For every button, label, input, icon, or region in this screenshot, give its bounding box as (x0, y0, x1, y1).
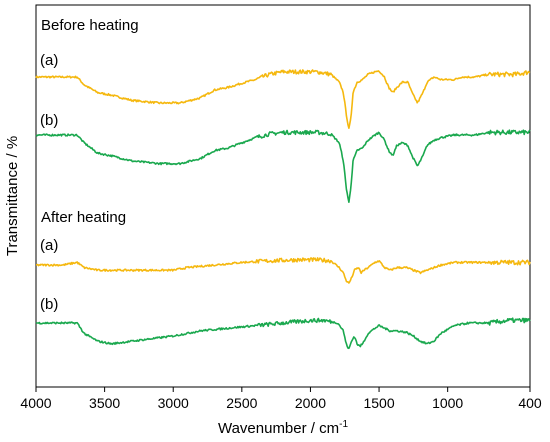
group-title: Before heating (41, 17, 139, 34)
y-axis-label: Transmittance / % (4, 136, 21, 256)
series-layer (35, 69, 531, 350)
spectrum-line (35, 129, 531, 203)
series-label: (a) (40, 52, 58, 69)
series-label: (b) (40, 296, 58, 313)
series-label: (b) (40, 112, 58, 129)
x-tick-label: 3500 (89, 395, 120, 411)
x-axis-label: Wavenumber / cm-1 (218, 419, 348, 437)
plot-area (35, 4, 531, 388)
group-labels: Before heating (a) (b) After heating (a) (b) (40, 17, 139, 313)
x-tick-label: 400 (518, 395, 542, 411)
series-label: (a) (40, 237, 58, 254)
x-tick-label: 3000 (158, 395, 189, 411)
x-tick-label: 4000 (20, 395, 51, 411)
x-axis-label-text: Wavenumber / cm (218, 420, 339, 437)
x-tick-label: 2000 (295, 395, 326, 411)
x-tick-label: 1000 (432, 395, 463, 411)
spectrum-line (35, 317, 531, 350)
spectrum-line (35, 69, 531, 129)
x-tick-label: 1500 (363, 395, 394, 411)
spectrum-line (36, 257, 531, 284)
x-tick-label: 2500 (226, 395, 257, 411)
group-title: After heating (41, 209, 126, 226)
x-axis: 4000 3500 3000 2500 2000 1500 1000 400 (20, 387, 542, 411)
x-axis-label-superscript: -1 (339, 419, 348, 430)
